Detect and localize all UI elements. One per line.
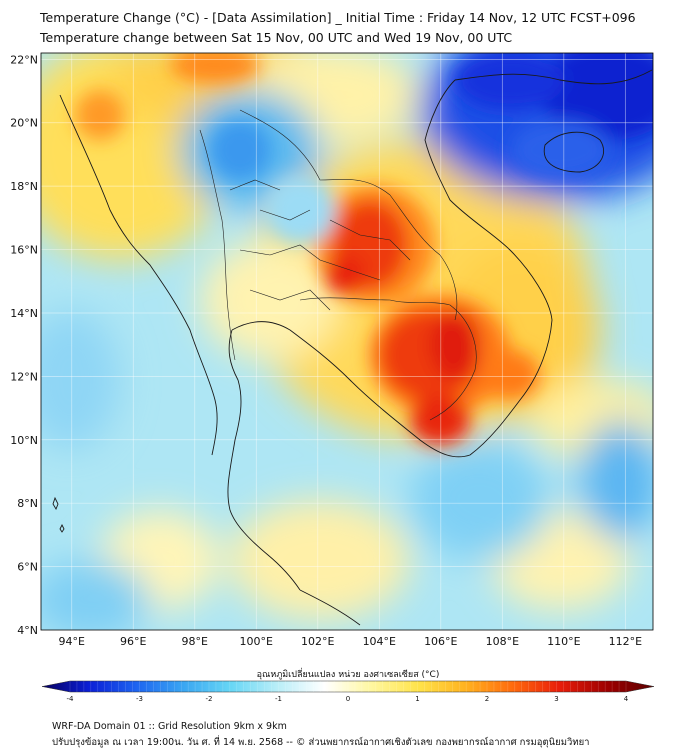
lat-tick-label: 18°N [10, 180, 38, 193]
island-nicobar [59, 523, 65, 533]
coastline-malaysia [299, 589, 361, 626]
lat-tick-label: 22°N [10, 53, 38, 66]
lon-tick-label: 112°E [609, 635, 642, 648]
map-frame [40, 52, 654, 631]
lat-tick-label: 10°N [10, 434, 38, 447]
lat-tick-label: 8°N [17, 497, 38, 510]
colorbar-tick-label: -3 [136, 695, 143, 703]
lon-tick-label: 104°E [363, 635, 396, 648]
coastline-myanmar-west [59, 94, 218, 456]
lat-tick-label: 6°N [17, 561, 38, 574]
colorbar-tick-label: 2 [485, 695, 489, 703]
border-cambodia [299, 297, 477, 421]
colorbar-tick-label: 0 [346, 695, 350, 703]
field-blobs-intense [75, 53, 653, 445]
border-laos [239, 109, 458, 321]
colorbar-tick-label: 3 [554, 695, 558, 703]
country-borders [199, 109, 477, 421]
axis-labels: 94°E 96°E 98°E 100°E 102°E 104°E 106°E 108°E 110… [10, 53, 642, 648]
colorbar-tick-label: -4 [67, 695, 75, 703]
lon-tick-label: 106°E [424, 635, 457, 648]
lon-tick-label: 102°E [301, 635, 334, 648]
colorbar-gradient [41, 680, 655, 693]
lat-tick-label: 16°N [10, 244, 38, 257]
lon-tick-label: 98°E [182, 635, 208, 648]
coastlines [52, 69, 653, 626]
colorbar-tick-label: -1 [275, 695, 282, 703]
map-gridlines [41, 53, 653, 630]
title-line-1: Temperature Change (°C) - [Data Assimila… [40, 10, 636, 25]
lat-tick-label: 20°N [10, 117, 38, 130]
border-thai-provinces [229, 179, 411, 311]
colorbar: -4 -3 -2 -1 0 1 2 3 4 [41, 680, 655, 703]
title-line-2: Temperature change between Sat 15 Nov, 0… [40, 30, 513, 45]
colorbar-tick-label: 4 [624, 695, 629, 703]
lon-tick-label: 94°E [59, 635, 85, 648]
colorbar-tick-label: -2 [206, 695, 213, 703]
footer-line-1: WRF-DA Domain 01 :: Grid Resolution 9km … [52, 721, 287, 732]
lat-tick-label: 4°N [17, 624, 38, 637]
lat-tick-label: 14°N [10, 307, 38, 320]
coastline-gulf-of-thailand [231, 79, 553, 458]
coastline-south-china [454, 69, 653, 85]
lon-tick-label: 108°E [486, 635, 519, 648]
lon-tick-label: 96°E [120, 635, 146, 648]
colorbar-title: อุณหภูมิเปลี่ยนแปลง หน่วย องศาเซลเซียส (… [257, 667, 440, 680]
lon-tick-label: 110°E [547, 635, 580, 648]
map-field [41, 53, 653, 630]
footer-line-2: ปรับปรุงข้อมูล ณ เวลา 19:00น. วัน ศ. ที่… [52, 737, 590, 748]
colorbar-tick-label: 1 [415, 695, 419, 703]
border-myanmar-thailand [199, 129, 236, 361]
lat-tick-label: 12°N [10, 370, 38, 383]
island-andaman [52, 496, 59, 511]
coastline-thai-peninsula [227, 329, 301, 591]
lon-tick-label: 100°E [240, 635, 273, 648]
coastline-hainan [543, 131, 605, 173]
temperature-map: 94°E 96°E 98°E 100°E 102°E 104°E 106°E 108°E 110… [10, 52, 655, 703]
